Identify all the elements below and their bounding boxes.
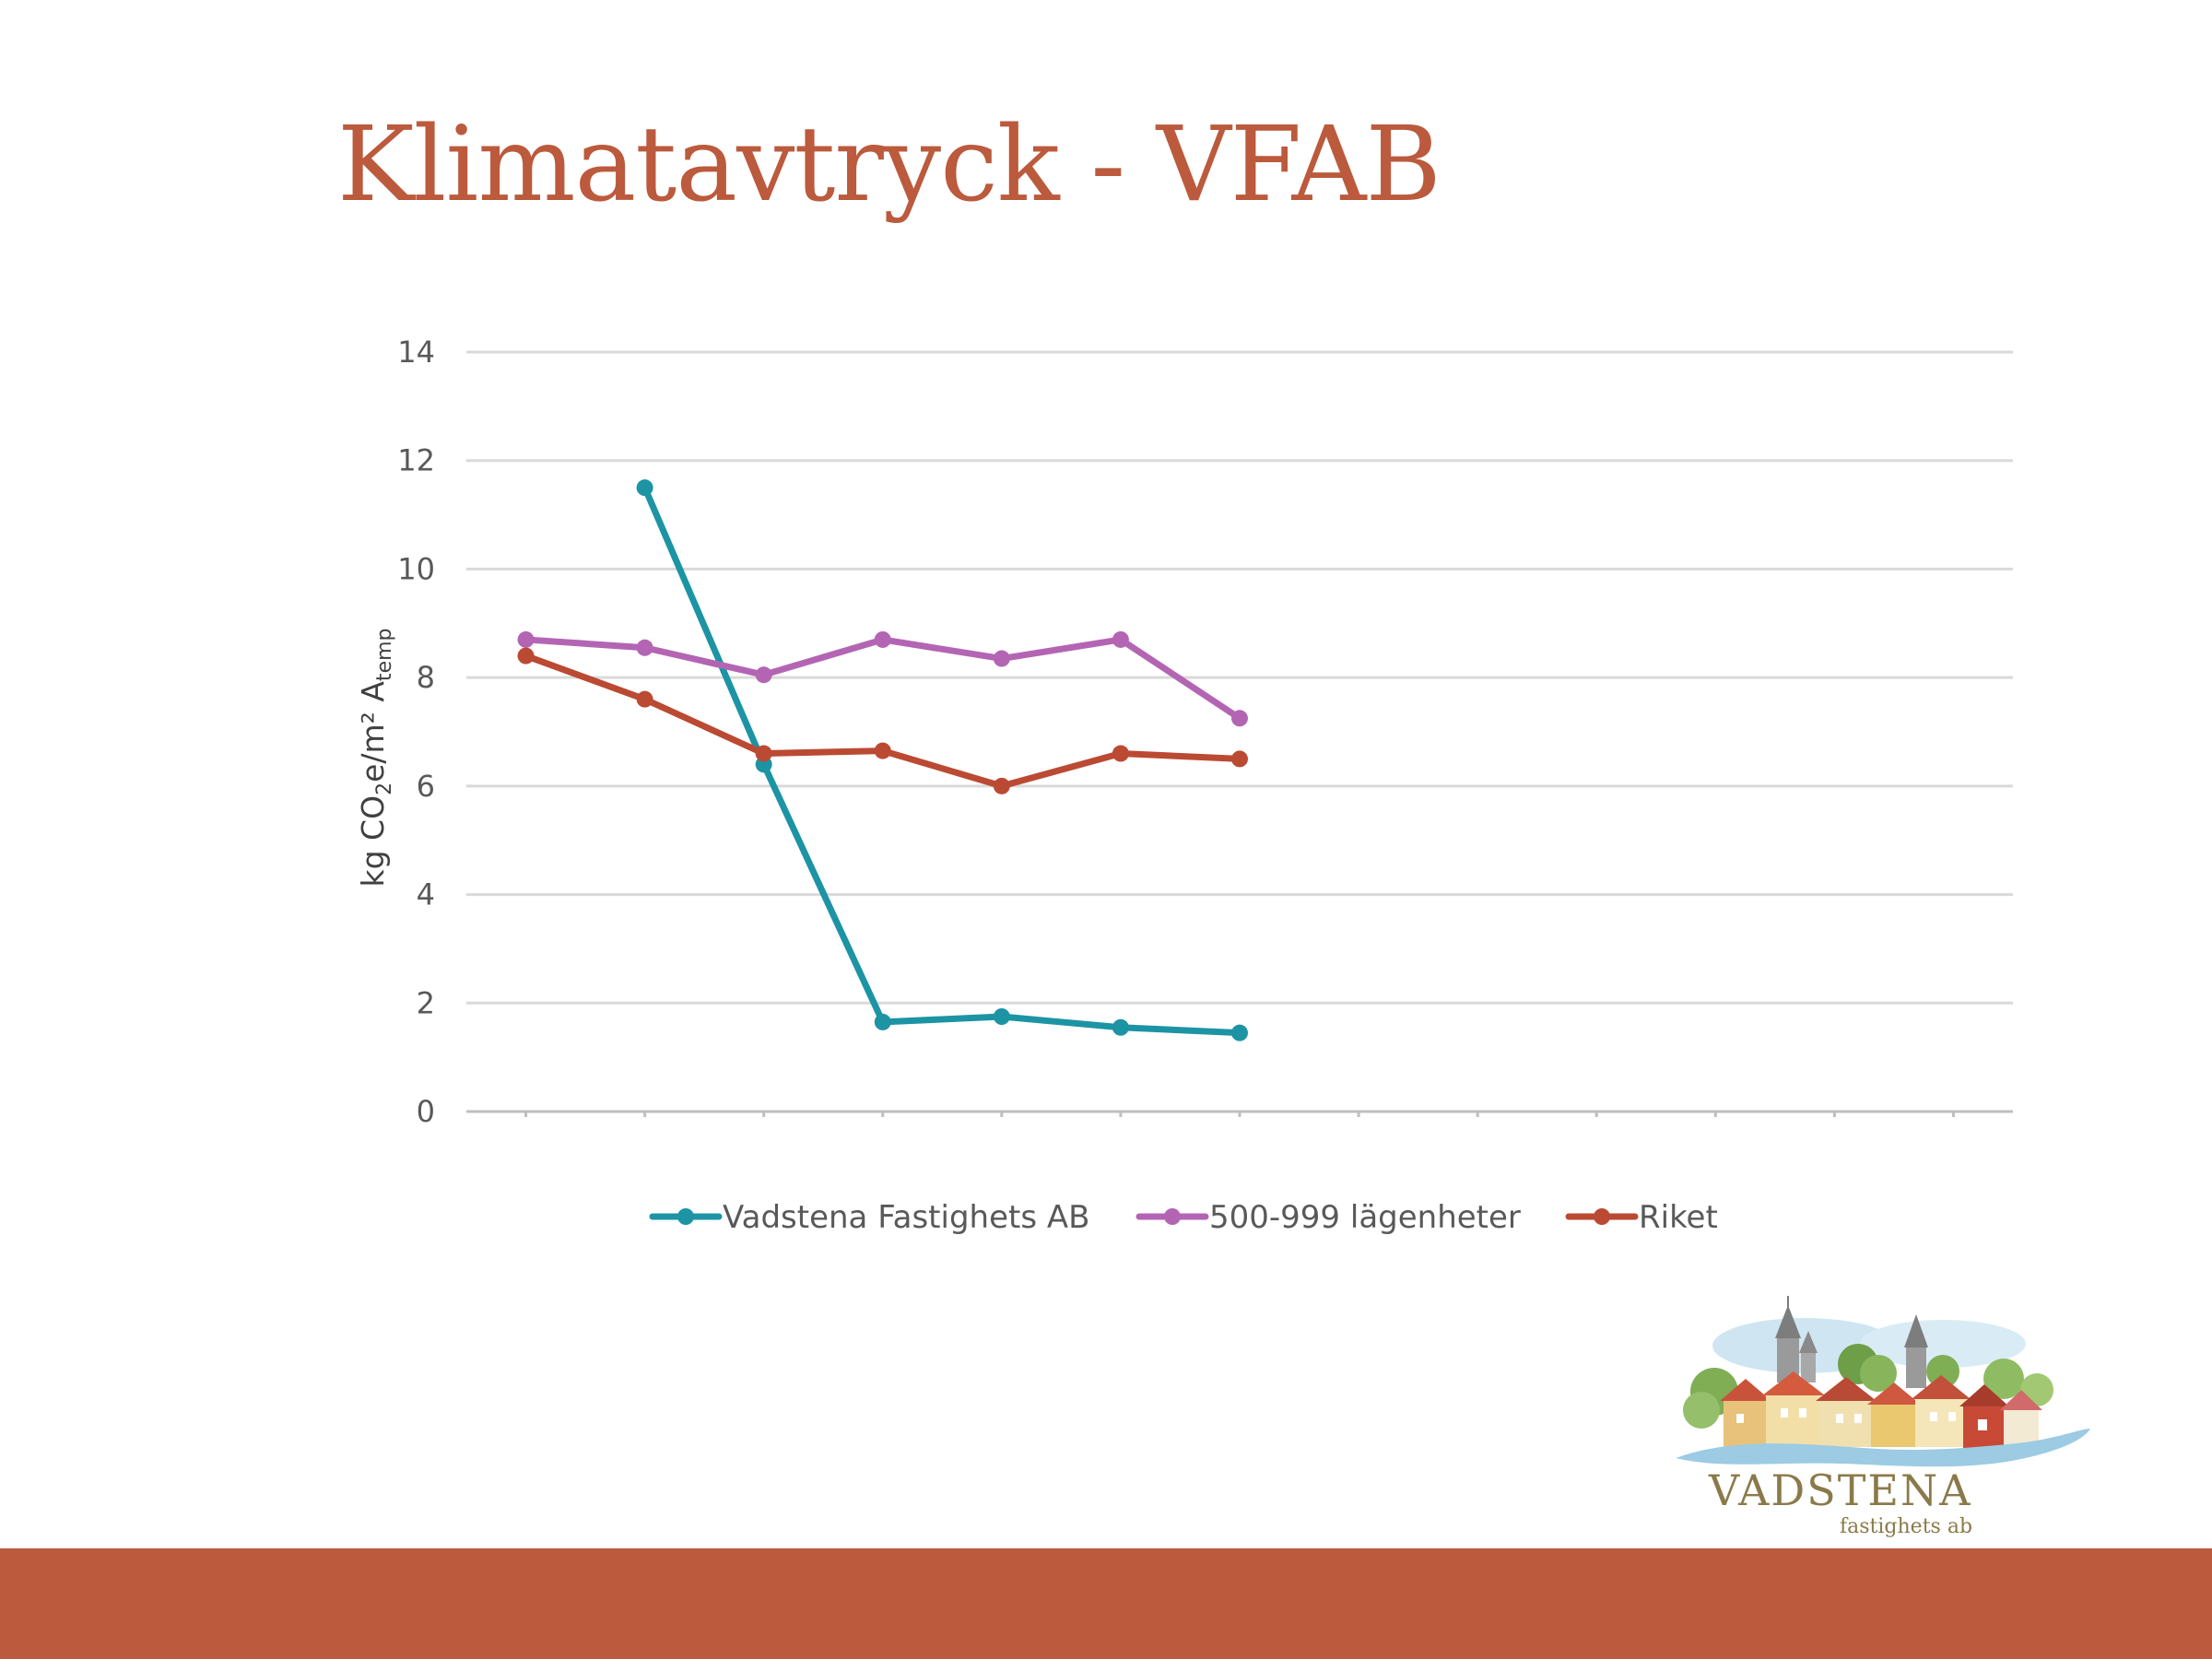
y-axis-title: kg CO2e/m² Atemp xyxy=(355,628,396,887)
data-point xyxy=(517,630,535,648)
slide-title: Klimatavtryck - VFAB xyxy=(337,105,1441,225)
data-point xyxy=(1231,710,1248,727)
legend-label: Vadstena Fastighets AB xyxy=(723,1199,1089,1236)
data-point xyxy=(993,1008,1010,1025)
data-point xyxy=(1231,1024,1248,1041)
series-2 xyxy=(517,647,1248,794)
y-tick-label: 8 xyxy=(417,660,435,695)
legend-label: 500-999 lägenheter xyxy=(1209,1199,1521,1236)
town-illustration-icon xyxy=(1676,1296,2090,1467)
legend-swatch-marker xyxy=(677,1208,694,1225)
data-point xyxy=(517,647,535,665)
legend-swatch-marker xyxy=(1164,1208,1181,1225)
legend-item: Vadstena Fastighets AB xyxy=(649,1199,1089,1236)
gridlines xyxy=(466,350,2013,1113)
series-0 xyxy=(636,479,1248,1041)
legend-item: 500-999 lägenheter xyxy=(1135,1199,1521,1236)
data-point xyxy=(874,742,891,759)
series-lines xyxy=(517,479,1248,1041)
y-tick-label: 10 xyxy=(397,551,435,586)
data-point xyxy=(636,639,653,656)
data-point xyxy=(636,479,653,497)
logo-name: VADSTENA xyxy=(1709,1465,1972,1515)
legend-label: Riket xyxy=(1639,1199,1718,1236)
y-tick-label: 4 xyxy=(417,877,435,912)
legend-item: Riket xyxy=(1565,1199,1718,1236)
data-point xyxy=(993,777,1010,794)
series-line xyxy=(523,653,1243,790)
y-tick-label: 14 xyxy=(397,335,435,370)
y-tick-label: 12 xyxy=(397,443,435,478)
y-tick-label: 2 xyxy=(417,985,435,1020)
data-point xyxy=(755,745,772,762)
data-point xyxy=(993,650,1010,667)
x-axis-ticks xyxy=(524,1112,1955,1117)
footer-bar xyxy=(0,1548,2212,1659)
logo-subtitle: fastighets ab xyxy=(1840,1515,1973,1538)
y-axis-tick-labels: 0 2 4 6 8 10 12 14 xyxy=(397,335,435,1129)
data-point xyxy=(636,690,653,708)
series-1 xyxy=(517,630,1248,727)
data-point xyxy=(1112,630,1129,648)
series-line xyxy=(641,484,1243,1037)
y-tick-label: 6 xyxy=(417,769,435,804)
data-point xyxy=(1112,745,1129,762)
data-point xyxy=(1231,750,1248,768)
data-point xyxy=(1112,1018,1129,1036)
legend: Vadstena Fastighets AB 500-999 lägenheter… xyxy=(649,1199,1718,1236)
y-tick-label: 0 xyxy=(417,1094,435,1129)
data-point xyxy=(755,666,772,684)
data-point xyxy=(874,630,891,648)
vadstena-logo: VADSTENA fastighets ab xyxy=(1666,1290,2090,1548)
legend-swatch-marker xyxy=(1594,1208,1610,1225)
data-point xyxy=(874,1013,891,1030)
